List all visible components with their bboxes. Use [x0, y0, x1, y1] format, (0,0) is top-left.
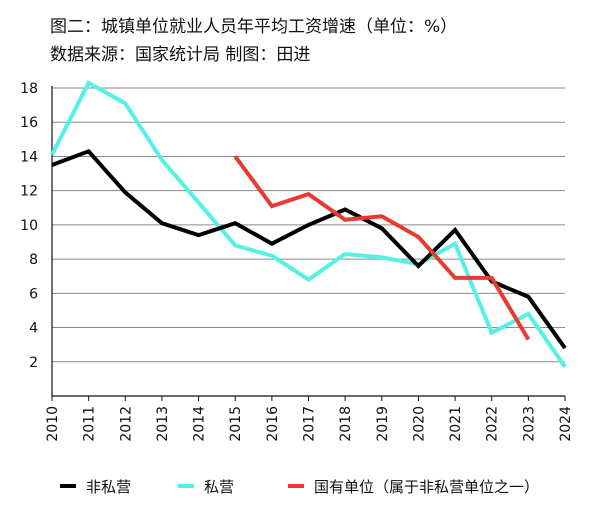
- x-tick-label: 2012: [118, 406, 134, 442]
- y-tick-label: 4: [29, 321, 38, 337]
- legend-nonprivate: 非私营: [60, 476, 131, 496]
- series-line-2: [233, 155, 531, 341]
- legend-private-label: 私营: [204, 477, 235, 496]
- legend-stateowned-swatch: [288, 484, 304, 488]
- x-tick-label: 2015: [228, 406, 244, 442]
- legend-stateowned-label: 国有单位（属于非私营单位之一）: [314, 477, 540, 496]
- x-tick-label: 2024: [558, 406, 574, 442]
- y-tick-label: 12: [20, 184, 38, 200]
- y-tick-label: 8: [29, 252, 38, 268]
- legend-nonprivate-label: 非私营: [86, 477, 132, 496]
- x-tick-label: 2018: [338, 406, 354, 442]
- chart-title: 图二：城镇单位就业人员年平均工资增速（单位：%）: [50, 17, 458, 37]
- x-tick-label: 2021: [448, 406, 464, 442]
- x-tick-label: 2019: [375, 406, 391, 442]
- legend-nonprivate-swatch: [60, 484, 76, 488]
- x-tick-label: 2017: [302, 406, 318, 442]
- y-tick-label: 2: [29, 355, 38, 371]
- y-tick-label: 14: [20, 149, 38, 165]
- x-tick-label: 2023: [521, 406, 537, 442]
- series-line-1: [50, 80, 567, 369]
- x-tick-label: 2022: [485, 406, 501, 442]
- legend-private: 私营: [178, 476, 234, 496]
- y-tick-label: 10: [20, 218, 38, 234]
- x-tick-label: 2013: [155, 406, 171, 442]
- x-tick-label: 2010: [45, 406, 61, 442]
- x-tick-label: 2014: [192, 406, 208, 442]
- y-tick-label: 16: [20, 115, 38, 131]
- x-tick-label: 2020: [411, 406, 427, 442]
- chart-subtitle: 数据来源：国家统计局 制图：田进: [50, 45, 311, 65]
- y-tick-label: 6: [29, 286, 38, 302]
- legend-private-swatch: [178, 484, 194, 488]
- x-tick-label: 2016: [265, 406, 281, 442]
- x-tick-label: 2011: [82, 406, 98, 442]
- y-tick-label: 18: [20, 81, 38, 97]
- series-line-0: [51, 148, 567, 350]
- legend-stateowned: 国有单位（属于非私营单位之一）: [288, 476, 539, 496]
